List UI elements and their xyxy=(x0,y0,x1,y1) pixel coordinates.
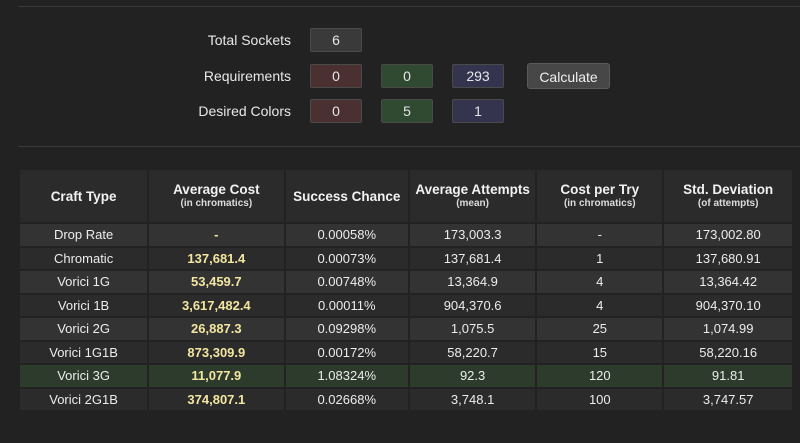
table-row-best: Vorici 3G 11,077.9 1.08324% 92.3 120 91.… xyxy=(20,365,792,387)
cost-per-try-cell: 100 xyxy=(537,388,663,410)
craft-type-cell: Vorici 2G xyxy=(20,318,148,340)
success-chance-cell: 0.00011% xyxy=(285,294,408,316)
total-sockets-label: Total Sockets xyxy=(207,32,291,48)
requirements-blue-input[interactable]: 293 xyxy=(452,64,504,88)
results-table: Craft Type Average Cost (in chromatics) … xyxy=(18,168,794,412)
header-average-attempts: Average Attempts (mean) xyxy=(409,170,536,222)
requirements-label: Requirements xyxy=(203,68,291,84)
average-cost-cell: 26,887.3 xyxy=(149,318,284,340)
desired-colors-label: Desired Colors xyxy=(198,103,291,119)
craft-type-cell: Chromatic xyxy=(20,247,148,269)
header-success-chance: Success Chance xyxy=(285,170,408,222)
average-cost-cell: 53,459.7 xyxy=(149,271,284,293)
std-deviation-cell: 904,370.10 xyxy=(664,294,792,316)
calculate-button[interactable]: Calculate xyxy=(527,63,610,89)
average-cost-cell: 137,681.4 xyxy=(149,247,284,269)
std-deviation-cell: 1,074.99 xyxy=(664,318,792,340)
success-chance-cell: 0.00172% xyxy=(285,341,408,363)
craft-type-cell: Vorici 1B xyxy=(20,294,148,316)
socket-form: Total Sockets 6 Requirements 0 0 293 Cal… xyxy=(0,0,800,140)
success-chance-cell: 1.08324% xyxy=(285,365,408,387)
success-chance-cell: 0.00748% xyxy=(285,271,408,293)
average-attempts-cell: 173,003.3 xyxy=(409,224,536,246)
average-attempts-cell: 3,748.1 xyxy=(409,388,536,410)
average-cost-cell: - xyxy=(149,224,284,246)
average-attempts-cell: 1,075.5 xyxy=(409,318,536,340)
desired-colors-row: Desired Colors 0 5 1 xyxy=(0,99,800,123)
average-cost-cell: 873,309.9 xyxy=(149,341,284,363)
header-average-cost: Average Cost (in chromatics) xyxy=(149,170,284,222)
std-deviation-cell: 173,002.80 xyxy=(664,224,792,246)
table-row: Chromatic 137,681.4 0.00073% 137,681.4 1… xyxy=(20,247,792,269)
average-attempts-cell: 92.3 xyxy=(409,365,536,387)
header-cost-per-try: Cost per Try (in chromatics) xyxy=(537,170,663,222)
craft-type-cell: Drop Rate xyxy=(20,224,148,246)
success-chance-cell: 0.09298% xyxy=(285,318,408,340)
table-row: Vorici 1G 53,459.7 0.00748% 13,364.9 4 1… xyxy=(20,271,792,293)
std-deviation-cell: 58,220.16 xyxy=(664,341,792,363)
average-cost-cell: 374,807.1 xyxy=(149,388,284,410)
craft-type-cell: Vorici 2G1B xyxy=(20,388,148,410)
cost-per-try-cell: 1 xyxy=(537,247,663,269)
total-sockets-row: Total Sockets 6 xyxy=(0,28,800,52)
table-row: Vorici 1G1B 873,309.9 0.00172% 58,220.7 … xyxy=(20,341,792,363)
cost-per-try-cell: 4 xyxy=(537,294,663,316)
table-row: Drop Rate - 0.00058% 173,003.3 - 173,002… xyxy=(20,224,792,246)
requirements-row: Requirements 0 0 293 Calculate xyxy=(0,63,800,89)
cost-per-try-cell: 120 xyxy=(537,365,663,387)
average-cost-cell: 3,617,482.4 xyxy=(149,294,284,316)
cost-per-try-cell: 15 xyxy=(537,341,663,363)
std-deviation-cell: 13,364.42 xyxy=(664,271,792,293)
std-deviation-cell: 91.81 xyxy=(664,365,792,387)
std-deviation-cell: 137,680.91 xyxy=(664,247,792,269)
top-divider xyxy=(18,6,800,7)
desired-blue-input[interactable]: 1 xyxy=(452,99,504,123)
success-chance-cell: 0.00073% xyxy=(285,247,408,269)
cost-per-try-cell: 25 xyxy=(537,318,663,340)
cost-per-try-cell: - xyxy=(537,224,663,246)
average-attempts-cell: 13,364.9 xyxy=(409,271,536,293)
header-std-deviation: Std. Deviation (of attempts) xyxy=(664,170,792,222)
table-row: Vorici 2G 26,887.3 0.09298% 1,075.5 25 1… xyxy=(20,318,792,340)
desired-green-input[interactable]: 5 xyxy=(381,99,433,123)
header-row: Craft Type Average Cost (in chromatics) … xyxy=(20,170,792,222)
success-chance-cell: 0.00058% xyxy=(285,224,408,246)
header-craft-type: Craft Type xyxy=(20,170,148,222)
std-deviation-cell: 3,747.57 xyxy=(664,388,792,410)
section-divider xyxy=(18,146,800,147)
average-cost-cell: 11,077.9 xyxy=(149,365,284,387)
craft-type-cell: Vorici 3G xyxy=(20,365,148,387)
total-sockets-input[interactable]: 6 xyxy=(310,28,362,52)
craft-type-cell: Vorici 1G1B xyxy=(20,341,148,363)
requirements-green-input[interactable]: 0 xyxy=(381,64,433,88)
table-row: Vorici 1B 3,617,482.4 0.00011% 904,370.6… xyxy=(20,294,792,316)
success-chance-cell: 0.02668% xyxy=(285,388,408,410)
table-row: Vorici 2G1B 374,807.1 0.02668% 3,748.1 1… xyxy=(20,388,792,410)
craft-type-cell: Vorici 1G xyxy=(20,271,148,293)
average-attempts-cell: 58,220.7 xyxy=(409,341,536,363)
average-attempts-cell: 904,370.6 xyxy=(409,294,536,316)
average-attempts-cell: 137,681.4 xyxy=(409,247,536,269)
requirements-red-input[interactable]: 0 xyxy=(310,64,362,88)
desired-red-input[interactable]: 0 xyxy=(310,99,362,123)
cost-per-try-cell: 4 xyxy=(537,271,663,293)
